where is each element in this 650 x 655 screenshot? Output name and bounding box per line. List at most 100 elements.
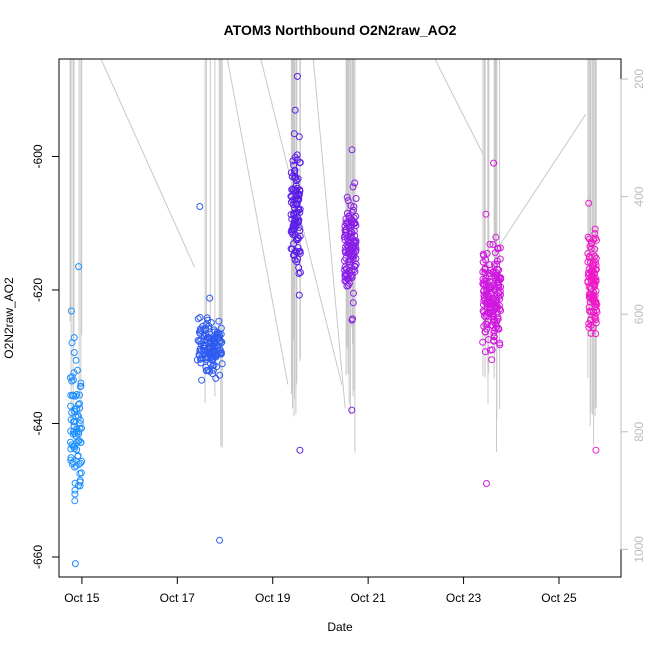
y-tick-label: -600 [31,144,45,168]
data-point [205,322,213,330]
data-point [352,247,360,255]
y-tick-label: -660 [31,545,45,569]
data-point [296,232,304,240]
y-tick-label: -640 [31,411,45,435]
data-point [194,315,202,323]
data-point [291,256,299,264]
data-point [295,270,303,277]
data-point [74,401,82,409]
data-point [495,302,503,310]
data-point [495,266,503,274]
data-point [592,298,600,306]
data-point [345,249,353,257]
data-point [71,497,79,505]
right-axis: 200 400 600 800 1000 [620,69,646,563]
data-point [287,211,295,219]
data-point [196,330,204,338]
data-point [341,266,349,274]
data-point [483,480,490,487]
data-point [290,130,298,138]
data-point [70,418,78,426]
data-point [486,346,494,354]
data-point [480,252,488,259]
data-point [490,336,498,344]
data-point [589,324,597,331]
data-point [348,266,356,274]
data-point [67,456,75,464]
data-point [76,470,84,477]
data-point [584,278,592,286]
data-point [487,283,495,291]
data-point [349,183,357,191]
data-point [76,476,84,484]
data-point [486,270,494,278]
data-point [288,186,296,194]
data-point [349,238,357,245]
data-point [75,430,83,438]
data-point [592,254,600,262]
data-point [75,460,83,468]
series-2 [193,203,226,544]
data-point [216,332,223,340]
data-point [195,328,203,336]
data-point [585,199,593,207]
data-point [296,159,304,167]
data-point [341,226,349,234]
data-point [68,377,76,385]
data-point [196,314,204,321]
data-point [217,330,225,338]
data-point [197,326,205,334]
data-point [296,249,304,257]
data-point [482,210,490,218]
data-point [341,277,349,285]
data-point [71,560,79,568]
data-point [69,376,77,384]
data-point [587,245,595,253]
data-point [67,445,75,453]
data-point [480,308,488,316]
data-point [295,206,302,214]
data-point [294,217,302,225]
data-point [77,439,85,446]
data-point [74,452,82,460]
data-point [216,536,224,544]
data-point [352,212,360,220]
data-point [480,294,488,302]
data-point [494,244,502,252]
data-point [479,281,487,289]
data-point [214,343,222,351]
data-point [585,323,593,331]
data-point [483,321,491,329]
data-point [585,235,593,243]
data-point [341,257,348,265]
x-axis: Oct 15 Oct 17 Oct 19 Oct 21 Oct 23 Oct 25 [64,576,577,605]
right-tick-label: 400 [632,186,646,206]
right-tick-label: 800 [632,421,646,441]
data-point [482,274,490,282]
data-point [296,446,304,454]
data-point [71,405,79,413]
data-point [289,157,297,165]
data-point [291,106,299,114]
x-tick-label: Oct 23 [446,591,482,605]
data-point [210,335,218,343]
right-tick-label: 200 [632,69,646,89]
data-point [70,369,78,377]
x-tick-label: Oct 17 [160,591,196,605]
data-point [295,291,303,299]
data-point [74,366,81,374]
data-point [202,363,210,371]
data-point [486,240,494,248]
data-point [196,345,204,353]
data-point [497,291,504,299]
data-point [352,260,360,268]
data-point [211,344,219,352]
right-tick-label: 1000 [632,536,646,563]
data-point [292,187,300,195]
data-point [482,256,490,264]
data-point [198,376,206,384]
data-point [291,174,299,182]
data-point [348,146,356,154]
data-point [212,374,220,382]
